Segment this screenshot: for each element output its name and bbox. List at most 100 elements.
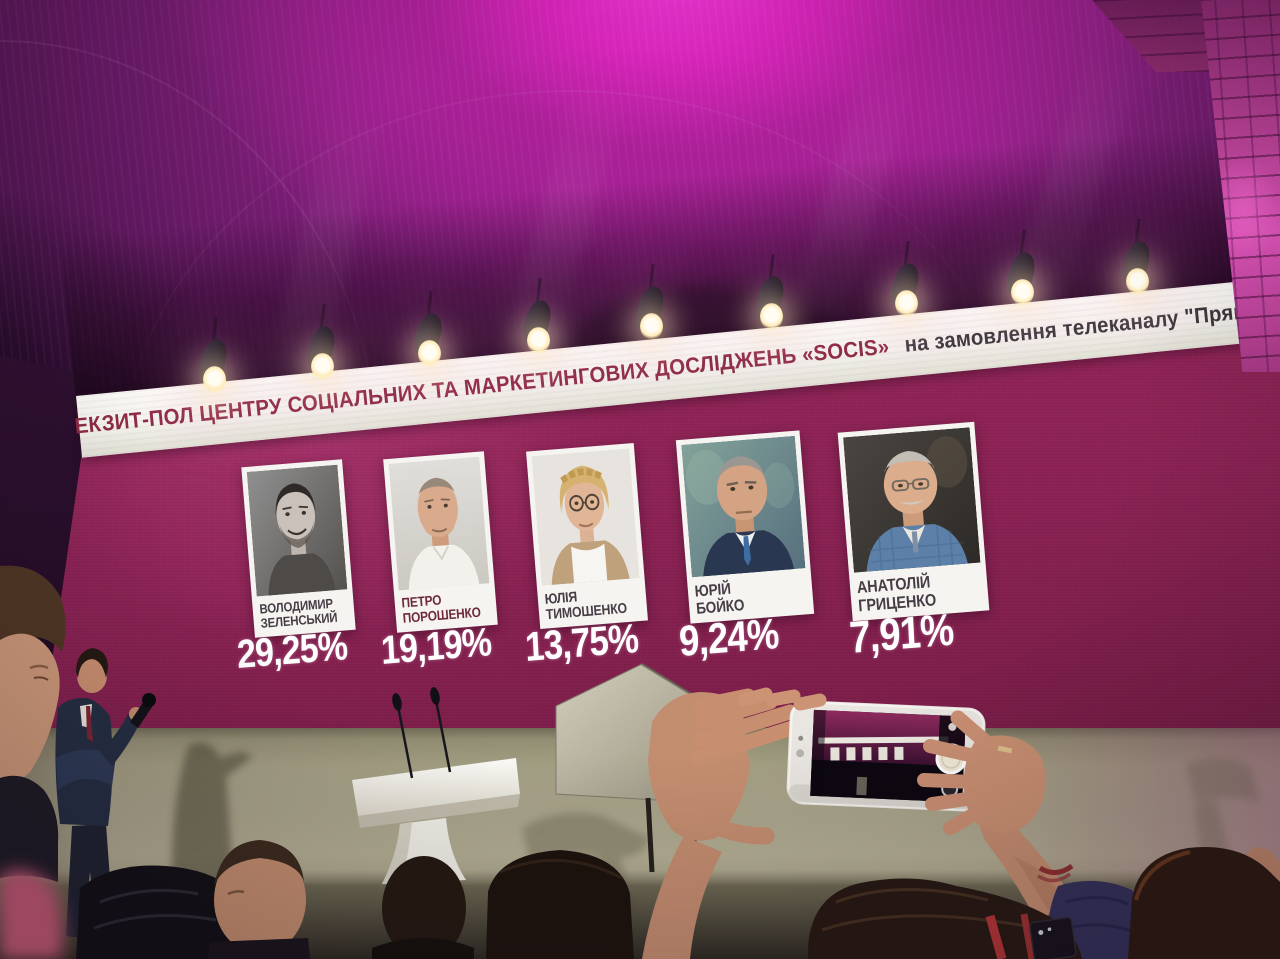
eye (285, 512, 290, 517)
face (716, 460, 768, 521)
audience (76, 840, 634, 959)
podium-mic-stem (434, 699, 452, 773)
spotlight-bulb (760, 303, 783, 330)
audience-head (1128, 847, 1280, 959)
audience-face-profile (214, 846, 306, 954)
finger (917, 773, 979, 789)
shirt (408, 544, 480, 591)
candidate-card-zelensky: ВОЛОДИМИР ЗЕЛЕНСЬКИЙ (241, 459, 356, 638)
fingertip (765, 689, 801, 707)
microphone-icon (392, 693, 402, 711)
spotlight-bulb (1011, 279, 1034, 306)
right-forearm (978, 806, 1074, 920)
fingertip (793, 693, 827, 711)
right-fingers (917, 739, 985, 835)
red-bracelet (1037, 872, 1072, 883)
smile (287, 528, 307, 536)
candidate-photo (246, 464, 348, 597)
eye (301, 510, 307, 515)
audience-hair (214, 840, 304, 886)
finger (923, 739, 981, 763)
closed-eye (227, 890, 245, 896)
speaker-forearm (100, 714, 140, 766)
podium-mic-stem (396, 705, 414, 779)
candidate-photo (531, 448, 640, 586)
ring (997, 745, 1013, 754)
eyebrows (424, 498, 450, 503)
left-fingertips (737, 687, 827, 711)
jaw (423, 512, 455, 537)
hair-front (561, 470, 608, 511)
viewfinder-dark-area (810, 759, 964, 803)
speaker-tie (86, 706, 93, 742)
eye (897, 483, 903, 488)
spotlight-bulb (527, 327, 550, 354)
speaker-crossed-arms (56, 749, 116, 790)
shadow-blob (522, 812, 650, 862)
speaker-head (77, 659, 107, 693)
jacket-check-pattern (867, 526, 964, 571)
face (883, 455, 938, 515)
hair (417, 477, 458, 504)
spotlight-bulb (203, 366, 226, 393)
hair-highlight (499, 858, 623, 880)
finger (925, 791, 981, 811)
jacket-sheen (93, 888, 217, 930)
blouse (571, 543, 608, 584)
camera-lens-dot (1038, 929, 1044, 935)
phone-back (1029, 916, 1077, 959)
eye (443, 503, 448, 508)
podium-top-edge (358, 794, 520, 828)
mouth (578, 522, 594, 528)
red-bracelet (1038, 863, 1074, 875)
red-lanyard (1020, 913, 1036, 959)
spotlight-bulb (895, 290, 918, 317)
hair (716, 456, 767, 488)
stage-light (1003, 229, 1039, 330)
stage-light (410, 290, 446, 391)
far-right-person (1128, 847, 1280, 959)
audience-head (486, 850, 634, 959)
tie (743, 536, 751, 566)
monitor-stand (645, 797, 655, 873)
audience-collar (208, 938, 310, 959)
shadow-blob (1186, 758, 1260, 804)
speaker-hair (76, 648, 108, 678)
tie (911, 531, 919, 553)
candidate-card-boyko: ЮРІЙ БОЙКО (675, 430, 815, 624)
candidate-photo (843, 427, 981, 573)
left-forearm (642, 836, 722, 959)
hair (883, 450, 937, 479)
spotlight-bulb (640, 313, 663, 340)
collar (432, 545, 449, 561)
stage-light (887, 240, 923, 341)
finger (694, 694, 778, 730)
microphone-icon (430, 687, 440, 705)
fingertip (737, 687, 773, 707)
photographer (642, 687, 1168, 959)
candidate-photo (681, 435, 806, 578)
braid (560, 468, 605, 484)
viewfinder-left-strip (810, 709, 826, 797)
mini-banner (818, 736, 949, 744)
finger (943, 805, 985, 835)
red-lanyard (985, 914, 1007, 959)
background-blur (762, 462, 795, 509)
stage-light (303, 303, 339, 404)
candidate-card-poroshenko: ПЕТРО ПОРОШЕНКО (383, 451, 498, 633)
eye (590, 500, 595, 504)
stage-light (195, 316, 231, 417)
podium-top (352, 758, 520, 816)
photographer-head (807, 878, 1082, 959)
mini-card (894, 746, 904, 760)
spotlight-bulb (418, 340, 441, 367)
right-palm (963, 735, 1046, 833)
eyebrows (282, 505, 308, 511)
face-profile (0, 633, 60, 790)
audience-shoulders (372, 938, 474, 959)
closed-eye (33, 676, 49, 681)
mini-card (862, 747, 872, 761)
podium-base-shade (382, 822, 412, 884)
